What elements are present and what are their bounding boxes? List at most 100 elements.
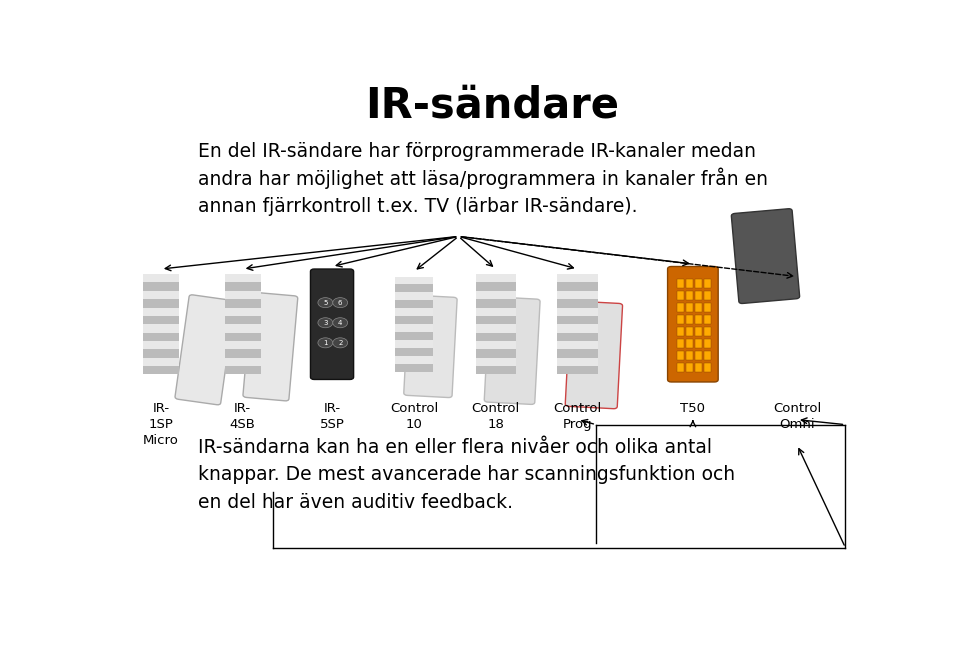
FancyBboxPatch shape — [243, 292, 298, 401]
FancyBboxPatch shape — [484, 297, 540, 404]
Bar — [395, 340, 433, 348]
Bar — [143, 282, 179, 291]
Circle shape — [318, 318, 333, 328]
Bar — [475, 358, 516, 366]
Bar — [475, 333, 516, 341]
Circle shape — [318, 297, 333, 308]
Bar — [225, 324, 260, 333]
Bar — [475, 282, 516, 291]
Text: 3: 3 — [324, 319, 327, 326]
Bar — [695, 339, 702, 348]
Bar — [677, 303, 684, 312]
Text: IR-
5SP: IR- 5SP — [320, 402, 345, 431]
Bar — [695, 327, 702, 336]
Text: 1: 1 — [324, 340, 327, 346]
Text: Control
Prog: Control Prog — [553, 402, 602, 431]
Bar — [475, 366, 516, 374]
Bar — [395, 348, 433, 356]
Bar — [395, 324, 433, 332]
Bar — [686, 327, 693, 336]
Bar — [225, 358, 260, 366]
Bar — [475, 291, 516, 299]
Text: andra har möjlighet att läsa/programmera in kanaler från en: andra har möjlighet att läsa/programmera… — [198, 168, 768, 189]
Bar — [225, 316, 260, 324]
Bar — [677, 339, 684, 348]
Bar — [143, 358, 179, 366]
Bar — [395, 308, 433, 316]
Bar — [695, 363, 702, 372]
Bar — [225, 308, 260, 316]
Bar — [677, 351, 684, 360]
Bar — [143, 324, 179, 333]
Bar — [677, 363, 684, 372]
Text: IR-
1SP
Micro: IR- 1SP Micro — [143, 402, 179, 447]
Bar — [557, 274, 598, 282]
Bar — [557, 333, 598, 341]
Bar — [143, 299, 179, 308]
Text: IR-
4SB: IR- 4SB — [229, 402, 255, 431]
Bar — [557, 341, 598, 349]
FancyBboxPatch shape — [667, 267, 718, 382]
Text: Control
18: Control 18 — [471, 402, 520, 431]
Bar — [704, 278, 710, 288]
Bar — [143, 274, 179, 282]
Bar — [686, 315, 693, 324]
Bar — [704, 327, 710, 336]
Bar — [395, 332, 433, 340]
Bar — [695, 278, 702, 288]
Bar — [225, 366, 260, 374]
Bar — [225, 291, 260, 299]
Circle shape — [333, 297, 348, 308]
Bar — [704, 351, 710, 360]
Bar — [677, 291, 684, 300]
Bar — [557, 366, 598, 374]
Bar — [677, 278, 684, 288]
FancyBboxPatch shape — [565, 301, 622, 409]
Bar — [475, 299, 516, 308]
Bar — [557, 282, 598, 291]
Bar — [225, 282, 260, 291]
Bar — [686, 339, 693, 348]
Text: En del IR-sändare har förprogrammerade IR-kanaler medan: En del IR-sändare har förprogrammerade I… — [198, 141, 756, 160]
Bar — [143, 291, 179, 299]
Text: knappar. De mest avancerade har scanningsfunktion och: knappar. De mest avancerade har scanning… — [198, 466, 735, 484]
Bar — [395, 293, 433, 301]
Bar — [395, 276, 433, 284]
Circle shape — [318, 338, 333, 348]
Bar — [695, 291, 702, 300]
Bar — [686, 363, 693, 372]
Bar — [704, 339, 710, 348]
Bar — [475, 349, 516, 358]
Text: 5: 5 — [324, 300, 327, 306]
Bar — [695, 351, 702, 360]
Bar — [557, 291, 598, 299]
Bar — [225, 349, 260, 358]
Bar — [704, 315, 710, 324]
Bar — [225, 341, 260, 349]
Bar — [677, 315, 684, 324]
Bar — [475, 324, 516, 333]
Text: IR-sändarna kan ha en eller flera nivåer och olika antal: IR-sändarna kan ha en eller flera nivåer… — [198, 437, 712, 457]
Bar — [395, 356, 433, 364]
Bar — [686, 303, 693, 312]
Bar — [695, 303, 702, 312]
Text: Control
10: Control 10 — [390, 402, 438, 431]
Circle shape — [333, 318, 348, 328]
Text: annan fjärrkontroll t.ex. TV (lärbar IR-sändare).: annan fjärrkontroll t.ex. TV (lärbar IR-… — [198, 197, 637, 216]
Bar — [143, 349, 179, 358]
Bar — [475, 308, 516, 316]
Bar — [143, 316, 179, 324]
Bar — [686, 351, 693, 360]
Bar — [395, 284, 433, 293]
Bar — [704, 303, 710, 312]
Bar — [557, 358, 598, 366]
Text: Control
Omni: Control Omni — [773, 402, 821, 431]
Bar — [475, 316, 516, 324]
Bar — [225, 299, 260, 308]
FancyBboxPatch shape — [732, 209, 800, 303]
Bar — [557, 308, 598, 316]
Bar — [704, 291, 710, 300]
FancyBboxPatch shape — [310, 269, 353, 379]
Bar — [395, 301, 433, 308]
Bar — [557, 349, 598, 358]
